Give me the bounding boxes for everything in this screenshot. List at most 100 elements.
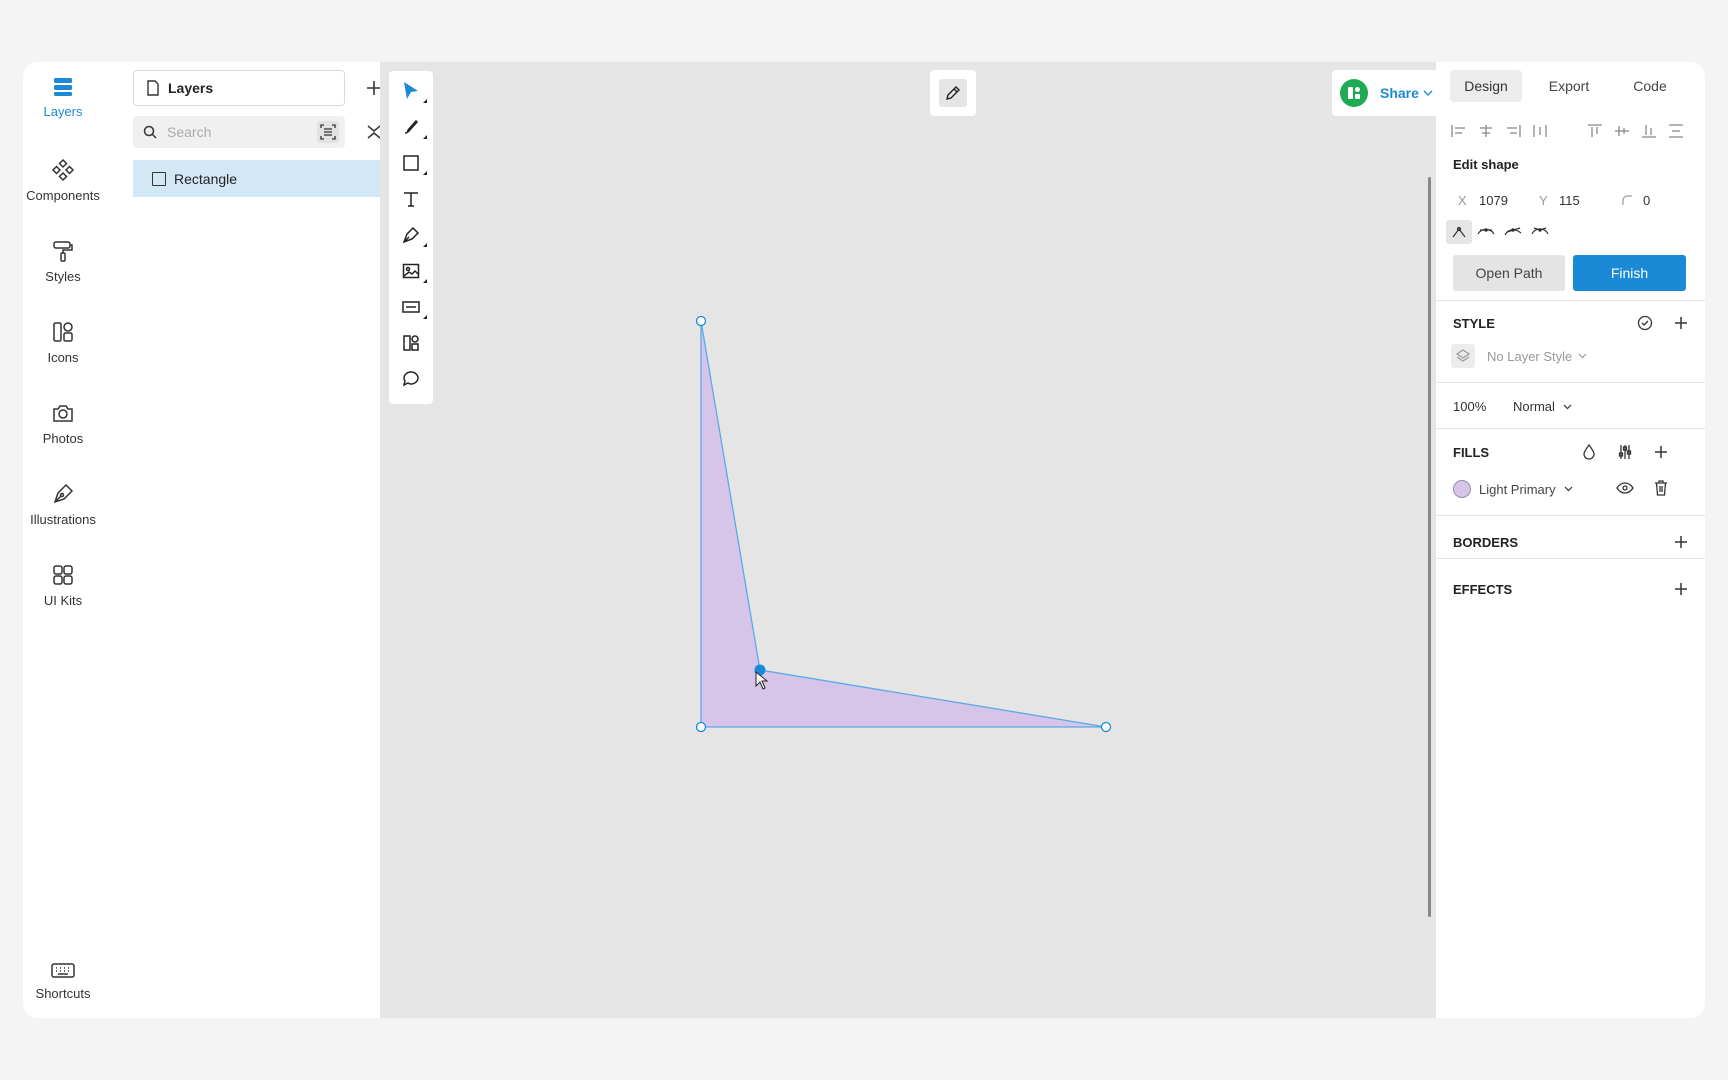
tab-code[interactable]: Code xyxy=(1633,78,1667,94)
plus-icon xyxy=(1655,446,1667,458)
keyboard-icon xyxy=(51,963,75,978)
brush-tool[interactable] xyxy=(389,111,433,143)
eye-icon[interactable] xyxy=(1614,477,1636,499)
chevron-down-icon xyxy=(1578,353,1587,359)
divider xyxy=(1436,428,1705,429)
x-input[interactable]: 1079 xyxy=(1479,193,1508,208)
rail-layers[interactable]: Layers xyxy=(23,76,103,119)
layer-style-select[interactable]: No Layer Style xyxy=(1451,344,1587,368)
chevron-down-icon xyxy=(1423,90,1433,96)
align-center-v-icon[interactable] xyxy=(1611,120,1633,142)
layer-item-label: Rectangle xyxy=(174,170,238,187)
rail-photos[interactable]: Photos xyxy=(23,401,103,446)
adjustments-icon[interactable] xyxy=(1614,441,1636,463)
left-rail: Layers Components Styles Icons Photos Il… xyxy=(23,62,110,1018)
input-tool[interactable] xyxy=(389,291,433,323)
align-left-icon[interactable] xyxy=(1448,120,1470,142)
y-input[interactable]: 115 xyxy=(1559,193,1580,208)
layer-style-icon xyxy=(1451,344,1475,368)
rail-components[interactable]: Components xyxy=(23,158,103,203)
disconnected-node-icon[interactable] xyxy=(1527,220,1553,244)
corner-radius-icon xyxy=(1622,195,1632,205)
rail-styles[interactable]: Styles xyxy=(23,239,103,284)
rectangle-icon xyxy=(403,155,419,171)
trash-icon[interactable] xyxy=(1650,477,1672,499)
anchor-point-bottom-right[interactable] xyxy=(1100,721,1112,733)
tool-submenu-indicator xyxy=(423,171,427,175)
effects-section-title: EFFECTS xyxy=(1453,582,1513,597)
add-style-button[interactable] xyxy=(1670,312,1692,334)
canvas[interactable]: Share xyxy=(380,62,1448,1018)
radius-input[interactable]: 0 xyxy=(1643,193,1651,208)
align-top-icon[interactable] xyxy=(1584,120,1606,142)
rail-photos-label: Photos xyxy=(42,431,84,446)
asymmetric-node-icon[interactable] xyxy=(1500,220,1526,244)
collapse-layers-button[interactable] xyxy=(362,120,386,144)
comment-icon xyxy=(402,371,419,387)
anchor-point-bottom-left[interactable] xyxy=(695,721,707,733)
open-path-button[interactable]: Open Path xyxy=(1453,255,1565,291)
blend-mode-select[interactable]: Normal xyxy=(1513,399,1572,414)
add-effect-button[interactable] xyxy=(1670,578,1692,600)
select-tool[interactable] xyxy=(389,75,433,107)
alignment-toolbar xyxy=(1448,120,1698,142)
edit-mode-button[interactable] xyxy=(930,70,976,116)
share-button[interactable]: Share xyxy=(1332,70,1448,116)
layers-page-tab[interactable]: Layers xyxy=(133,70,345,106)
fill-color-swatch[interactable] xyxy=(1453,480,1471,498)
rail-shortcuts[interactable]: Shortcuts xyxy=(23,960,103,1001)
x-label: X xyxy=(1458,193,1467,208)
filter-icon xyxy=(320,124,336,140)
straight-node-icon[interactable] xyxy=(1446,220,1472,244)
fill-name: Light Primary xyxy=(1479,481,1556,497)
fills-section-title: FILLS xyxy=(1453,445,1490,460)
opacity-input[interactable]: 100% xyxy=(1453,399,1487,414)
image-tool[interactable] xyxy=(389,255,433,287)
components-tool[interactable] xyxy=(389,327,433,359)
rail-illustrations[interactable]: Illustrations xyxy=(23,482,103,527)
y-label: Y xyxy=(1539,193,1548,208)
layers-panel: Layers Rectangle xyxy=(110,62,403,1018)
image-icon xyxy=(402,263,420,279)
rail-icons-label: Icons xyxy=(47,350,79,365)
finish-button[interactable]: Finish xyxy=(1573,255,1686,291)
search-filter-button[interactable] xyxy=(317,121,339,143)
add-border-button[interactable] xyxy=(1670,531,1692,553)
tab-export[interactable]: Export xyxy=(1548,78,1590,94)
plus-icon xyxy=(1675,536,1687,548)
canvas-scrollbar[interactable] xyxy=(1428,177,1431,917)
anchor-point-top[interactable] xyxy=(695,315,707,327)
distribute-v-icon[interactable] xyxy=(1665,120,1687,142)
app-window: Layers Components Styles Icons Photos Il… xyxy=(23,62,1705,1018)
tools-toolbar xyxy=(389,71,433,404)
align-center-h-icon[interactable] xyxy=(1475,120,1497,142)
text-tool[interactable] xyxy=(389,183,433,215)
align-right-icon[interactable] xyxy=(1502,120,1524,142)
rectangle-tool[interactable] xyxy=(389,147,433,179)
add-fill-button[interactable] xyxy=(1650,441,1672,463)
rail-icons[interactable]: Icons xyxy=(23,320,103,365)
droplet-icon[interactable] xyxy=(1578,441,1600,463)
panel-tabs: Design Export Code xyxy=(1436,62,1705,114)
plus-icon xyxy=(1675,583,1687,595)
align-bottom-icon[interactable] xyxy=(1638,120,1660,142)
add-page-button[interactable] xyxy=(362,76,386,100)
brush-icon xyxy=(404,119,419,134)
collapse-icon xyxy=(367,125,381,139)
rail-ui-kits[interactable]: UI Kits xyxy=(23,563,103,608)
divider xyxy=(1436,558,1705,559)
pen-tool[interactable] xyxy=(389,219,433,251)
fill-item[interactable]: Light Primary xyxy=(1453,480,1573,498)
page-icon xyxy=(147,80,159,96)
comment-tool[interactable] xyxy=(389,363,433,395)
mirrored-node-icon[interactable] xyxy=(1473,220,1499,244)
style-check-icon[interactable] xyxy=(1634,312,1656,334)
pen-icon xyxy=(402,226,420,244)
tab-design[interactable]: Design xyxy=(1450,70,1522,102)
pen-cursor-icon xyxy=(755,670,769,690)
layer-item-rectangle[interactable]: Rectangle xyxy=(133,160,390,197)
input-field-icon xyxy=(402,301,420,313)
rail-layers-label: Layers xyxy=(43,104,83,119)
search-input[interactable] xyxy=(167,124,297,140)
distribute-h-icon[interactable] xyxy=(1529,120,1551,142)
